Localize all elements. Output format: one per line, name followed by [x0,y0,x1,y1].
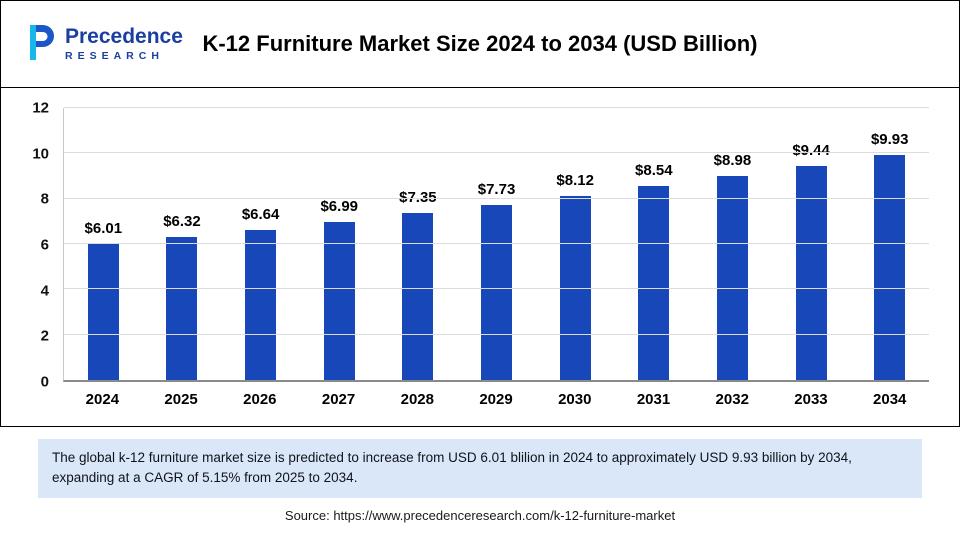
bar [638,186,670,380]
bar-column: $8.54 [614,108,693,380]
page-title: K-12 Furniture Market Size 2024 to 2034 … [202,31,758,56]
bar [795,166,827,380]
x-axis-labels: 2024 2025 2026 2027 2028 2029 2030 2031 2032 2033… [63,382,929,420]
precedence-logo: Precedence RESEARCH [21,23,183,66]
bar [481,204,513,380]
bar [87,243,119,380]
bar-value-label: $7.73 [477,180,516,198]
chart-grid: 0 2 4 6 8 10 12 $6.01 $6.32 $6.64 $6.99 $7.35 $7.73… [17,100,929,391]
bar-value-label: $8.54 [635,162,673,180]
x-axis-label: 2026 [243,391,277,408]
bar-value-label: $6.32 [163,212,201,230]
gridline [64,333,929,335]
x-axis-label: 2034 [873,391,907,408]
y-axis-label: 2 [40,327,49,345]
x-axis-label: 2032 [715,391,749,408]
y-axis: 0 2 4 6 8 10 12 [17,100,63,391]
plot-area: $6.01 $6.32 $6.64 $6.99 $7.35 $7.73 $8.12 $8.54… [63,107,929,382]
x-axis-label: 2029 [479,391,513,408]
header: Precedence RESEARCH K-12 Furniture Marke… [0,0,960,88]
x-axis-label: 2030 [558,391,592,408]
bar-value-label: $6.99 [320,197,359,215]
bar-value-label: $8.98 [713,152,752,170]
bar-column: $6.01 [64,108,143,380]
bar-column: $6.32 [143,108,222,380]
y-axis-label: 12 [32,99,49,117]
bar-value-label: $8.12 [556,171,594,189]
x-axis-label: 2033 [794,391,828,408]
bar-column: $7.35 [379,108,458,380]
x-axis-label: 2027 [321,391,356,408]
bar-column: $7.73 [457,108,536,380]
bar-value-label: $9.44 [792,142,830,160]
logo-wordmark: Precedence [65,24,183,48]
bar [559,195,591,380]
bar-value-label: $6.64 [241,205,280,223]
x-axis-label: 2025 [164,391,198,408]
y-axis-label: 6 [40,236,49,254]
gridline [64,152,929,154]
x-axis-label: 2024 [85,391,120,408]
chart: 0 2 4 6 8 10 12 $6.01 $6.32 $6.64 $6.99 $7.35 $7.73… [0,88,960,427]
precedence-logo-icon [21,23,57,66]
bar [166,236,198,380]
source-text: Source: https://www.precedenceresearch.c… [284,507,676,523]
bar-column: $9.93 [850,108,929,380]
logo-subtitle: RESEARCH [65,50,164,63]
bar-column: $9.44 [772,108,851,380]
bar-column: $6.99 [300,108,379,380]
summary-note: The global k-12 furniture market size is… [38,439,922,498]
x-axis-label: 2028 [400,391,434,408]
x-axis-label: 2031 [636,391,671,408]
bar-value-label: $9.93 [870,130,909,148]
bar [716,176,748,380]
y-axis-label: 8 [40,190,49,208]
bar [402,213,434,380]
bar-column: $8.98 [693,108,772,380]
bar [874,154,906,380]
y-axis-label: 10 [32,145,49,163]
y-axis-label: 0 [40,373,49,391]
y-axis-label: 4 [40,282,49,300]
bar [245,229,277,380]
logo-text: Precedence RESEARCH [65,24,183,63]
bar-column: $6.64 [221,108,300,380]
gridline [64,107,929,108]
bar-value-label: $6.01 [84,219,123,237]
bars: $6.01 $6.32 $6.64 $6.99 $7.35 $7.73 $8.12 $8.54… [64,108,929,380]
gridline [64,197,929,199]
bar-column: $8.12 [536,108,615,380]
gridline [64,288,929,290]
bar [323,221,355,380]
gridline [64,243,929,244]
